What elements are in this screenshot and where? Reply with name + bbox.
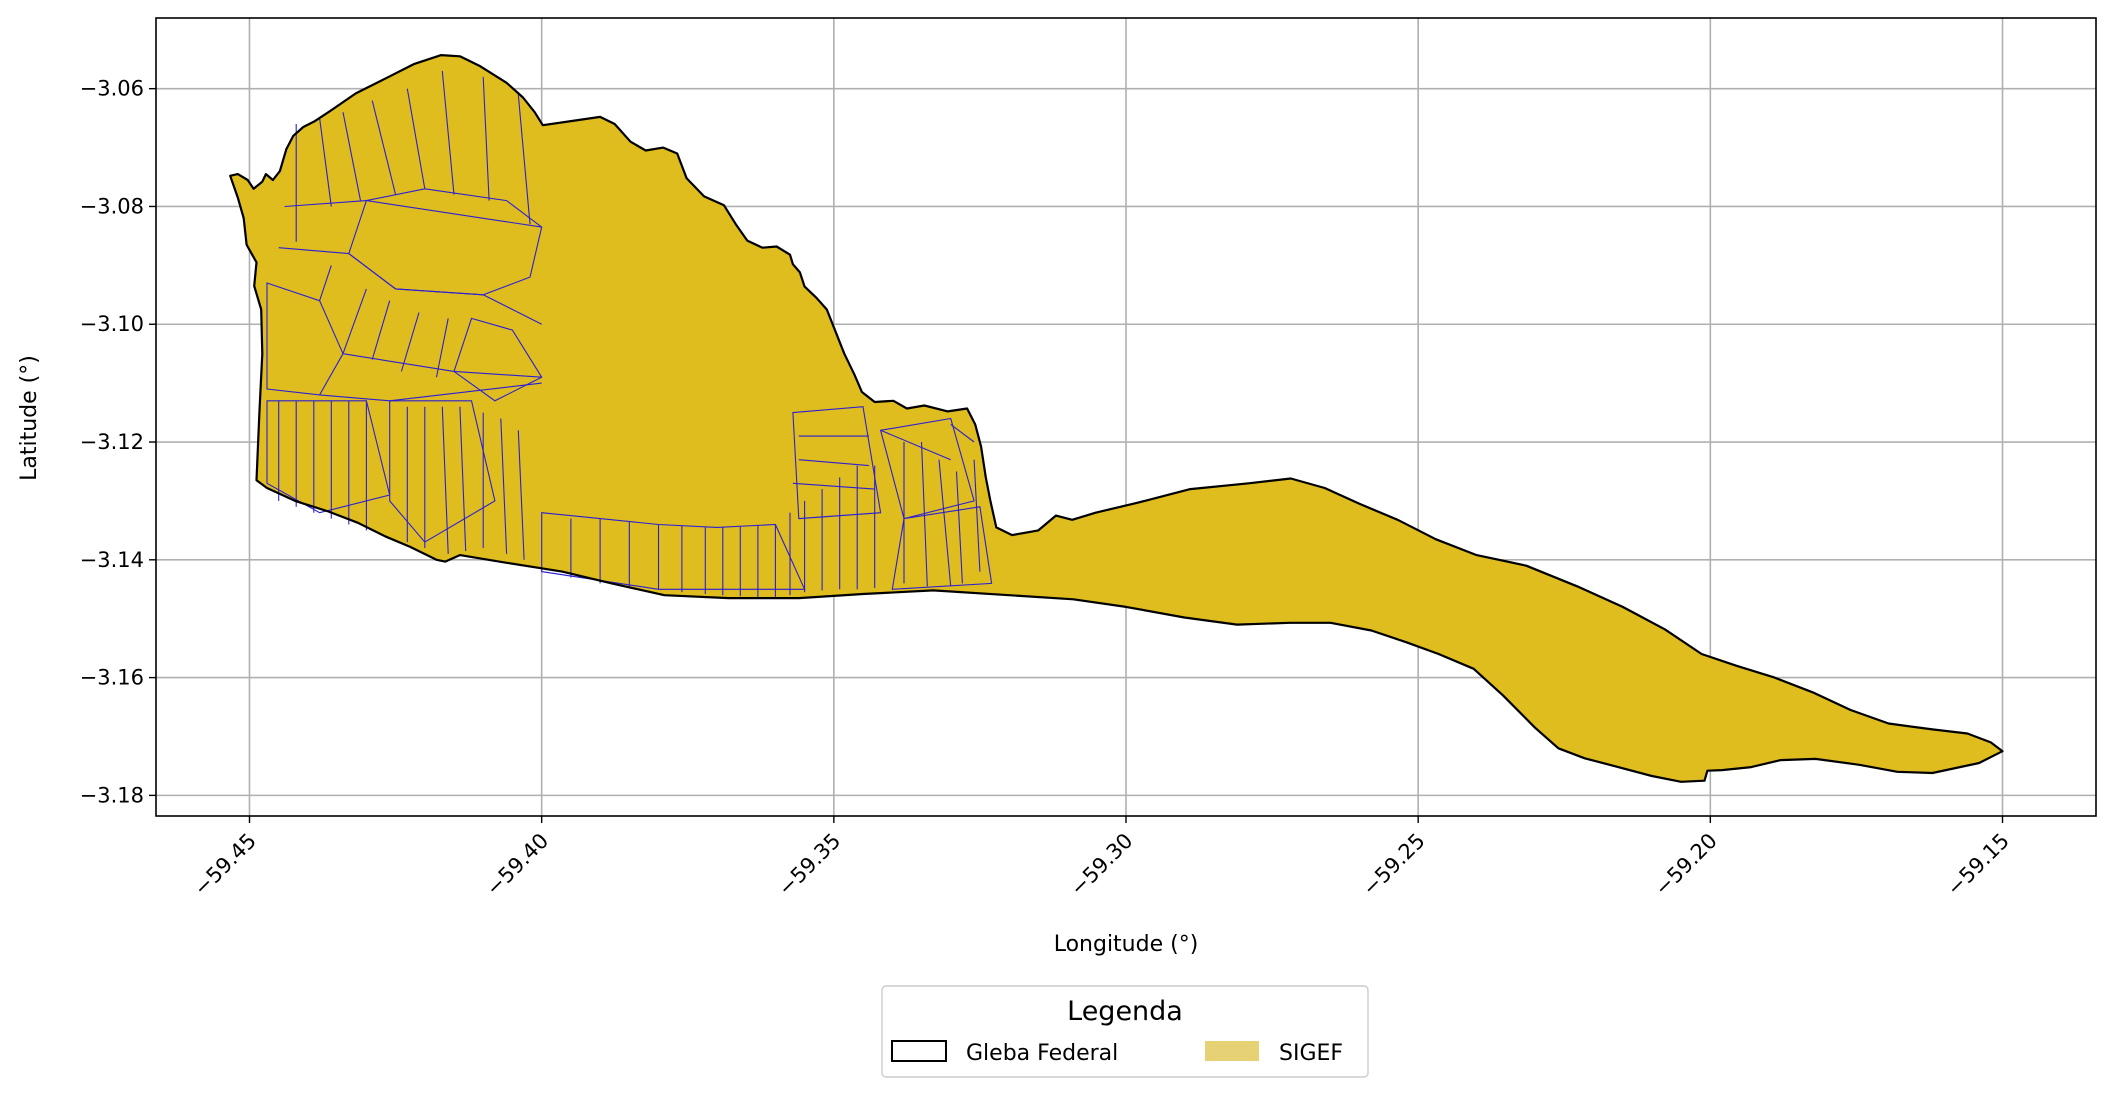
y-tick-label: −3.08 bbox=[80, 194, 144, 218]
parcel-boundary bbox=[319, 394, 390, 402]
sigef-parcel bbox=[453, 317, 543, 402]
parcel-boundary bbox=[319, 265, 332, 301]
parcel-boundary bbox=[366, 200, 542, 228]
y-tick-label: −3.18 bbox=[80, 783, 144, 807]
legend-label-sigef: SIGEF bbox=[1279, 1041, 1343, 1066]
sigef-parcel bbox=[891, 506, 993, 590]
y-tick-label: −3.12 bbox=[80, 430, 144, 454]
x-tick-label: −59.40 bbox=[481, 829, 553, 901]
gleba-outline bbox=[229, 53, 2004, 783]
parcel-boundary bbox=[441, 406, 449, 554]
parcel-boundary bbox=[792, 482, 875, 490]
sigef-coverage-area bbox=[230, 55, 2003, 782]
parcel-boundary bbox=[371, 100, 397, 195]
x-tick-label: −59.30 bbox=[1066, 829, 1138, 901]
parcel-boundary bbox=[500, 418, 508, 554]
parcel-boundary bbox=[435, 318, 449, 378]
parcel-boundary bbox=[798, 459, 869, 467]
legend-label-gleba: Gleba Federal bbox=[966, 1041, 1118, 1066]
parcel-boundary bbox=[950, 423, 975, 443]
sigef-parcel bbox=[266, 282, 344, 396]
parcel-boundary bbox=[278, 247, 349, 255]
parcel-boundary bbox=[319, 118, 332, 207]
legend-swatch-gleba bbox=[891, 1040, 947, 1062]
x-tick-label: −59.15 bbox=[1942, 829, 2014, 901]
parcel-boundary bbox=[284, 200, 367, 208]
parcel-boundary bbox=[342, 353, 455, 372]
parcel-boundary bbox=[371, 300, 391, 360]
parcel-boundary bbox=[389, 382, 542, 402]
parcel-boundary bbox=[348, 253, 396, 290]
y-tick-label: −3.10 bbox=[80, 312, 144, 336]
parcel-boundary bbox=[938, 459, 952, 587]
x-tick-label: −59.25 bbox=[1358, 829, 1430, 901]
y-tick-label: −3.16 bbox=[80, 666, 144, 690]
parcel-boundary bbox=[453, 370, 542, 378]
parcel-boundary bbox=[342, 112, 362, 201]
parcel-boundary bbox=[482, 76, 490, 201]
parcel-boundary bbox=[920, 441, 928, 587]
parcel-boundary bbox=[482, 294, 542, 325]
sigef-parcel bbox=[266, 400, 391, 514]
legend-title: Legenda bbox=[1067, 996, 1183, 1027]
gleba-fill bbox=[230, 55, 2003, 782]
parcel-boundary bbox=[517, 430, 525, 560]
x-axis-ticks: −59.45 −59.40 −59.35 −59.30 −59.25 −59.20 −59.… bbox=[189, 816, 2014, 900]
parcel-boundary bbox=[459, 406, 467, 552]
y-tick-label: −3.06 bbox=[80, 77, 144, 101]
parcel-boundary bbox=[395, 288, 484, 296]
sigef-parcel bbox=[879, 417, 975, 520]
legend-swatch-sigef bbox=[1205, 1041, 1259, 1061]
sigef-parcel bbox=[389, 400, 496, 543]
parcel-boundary bbox=[955, 471, 963, 584]
parcel-boundary bbox=[400, 312, 420, 372]
parcel-boundary bbox=[517, 94, 531, 225]
y-axis-label: Latitude (°) bbox=[17, 355, 42, 481]
x-tick-label: −59.20 bbox=[1650, 829, 1722, 901]
parcel-boundary bbox=[342, 288, 367, 354]
y-axis-ticks: −3.06 −3.08 −3.10 −3.12 −3.14 −3.16 −3.18 bbox=[80, 77, 156, 807]
legend: Legenda Gleba Federal SIGEF bbox=[881, 985, 1369, 1078]
gleba-federal-boundary bbox=[229, 53, 2004, 783]
parcel-boundary bbox=[973, 459, 981, 572]
parcel-boundary bbox=[441, 70, 455, 195]
y-tick-label: −3.14 bbox=[80, 548, 144, 572]
parcel-boundary bbox=[406, 88, 426, 189]
sigef-parcels bbox=[266, 70, 993, 597]
x-tick-label: −59.45 bbox=[189, 829, 261, 901]
parcel-boundary bbox=[880, 429, 951, 461]
x-axis-label: Longitude (°) bbox=[1054, 932, 1199, 957]
x-tick-label: −59.35 bbox=[773, 829, 845, 901]
